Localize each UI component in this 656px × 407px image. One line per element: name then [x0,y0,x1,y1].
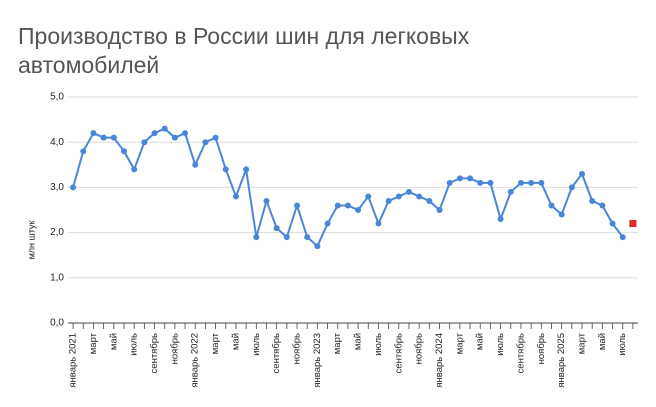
point [446,179,453,186]
x-tick-label: сентябрь [393,333,404,373]
point [355,207,362,213]
x-tick-label: ноябрь [292,333,303,364]
x-tick-label: март [210,332,221,354]
point [294,202,301,209]
x-tick-label: март [577,332,588,354]
point [80,148,87,155]
point [609,220,616,227]
point [232,193,239,200]
y-tick-label: 0,0 [50,318,64,329]
y-tick-label: 5,0 [50,92,64,103]
point [558,211,565,218]
point [70,184,77,191]
point [477,179,484,186]
x-tick-label: июль [495,333,506,356]
x-tick-label: июль [373,333,384,356]
point [202,139,209,146]
point [426,197,433,204]
point [141,139,148,146]
point [171,134,178,141]
chart-title: автомобилей [18,52,159,78]
x-tick-label: сентябрь [149,333,160,373]
x-tick-label: июль [129,333,140,356]
point [385,197,392,204]
x-tick-label: июль [617,333,628,356]
x-tick-label: май [108,333,119,350]
x-tick-label: март [332,332,343,354]
point [456,175,463,182]
x-tick-label: ноябрь [169,333,180,364]
x-tick-label: январь 2022 [190,333,201,388]
point [365,193,372,200]
x-tick-label: январь 2021 [68,333,79,388]
point [375,220,382,227]
point [212,134,219,141]
x-tick-label: ноябрь [414,333,425,364]
y-tick-label: 4,0 [50,137,64,148]
point [304,234,311,241]
chart-title: Производство в России шин для легковых [18,23,470,49]
point [273,225,280,232]
point [100,134,107,141]
x-tick-label: май [475,333,486,350]
x-tick-label: май [230,333,241,350]
x-tick-label: март [88,332,99,354]
x-tick-label: январь 2023 [312,333,323,388]
point [528,179,535,186]
x-tick-label: июль [251,333,262,356]
x-tick-label: май [597,333,608,350]
point [222,166,229,173]
y-tick-label: 1,0 [50,272,64,283]
x-tick-label: март [454,332,465,354]
point [314,243,321,250]
y-axis-label: млн штук [26,221,36,260]
point [467,175,474,182]
point [131,166,138,173]
point [507,188,514,195]
point [579,170,586,177]
point [619,234,626,241]
point [334,202,341,209]
point [110,134,117,141]
x-tick-label: май [353,333,364,350]
point [589,197,596,204]
x-tick-label: сентябрь [271,333,282,373]
y-tick-label: 2,0 [50,227,64,238]
point [243,166,250,173]
point [263,197,270,204]
point [283,234,290,241]
point [568,184,575,191]
x-tick-label: ноябрь [536,333,547,364]
point [517,179,524,186]
x-tick-label: сентябрь [515,333,526,373]
point [405,188,412,195]
point [120,148,127,155]
point [599,202,606,209]
point [497,216,504,223]
point [161,125,168,132]
point [629,220,637,228]
point [548,202,555,209]
x-tick-label: январь 2024 [434,333,445,388]
point [182,130,189,137]
point [324,220,331,227]
point [487,179,494,186]
point [151,130,158,137]
x-tick-label: январь 2025 [556,333,567,388]
point [253,234,260,241]
point [344,202,351,209]
point [395,193,402,200]
y-tick-label: 3,0 [50,182,64,193]
point [416,193,423,200]
point [192,161,199,168]
point [90,130,97,137]
point [436,207,443,213]
point [538,179,545,186]
